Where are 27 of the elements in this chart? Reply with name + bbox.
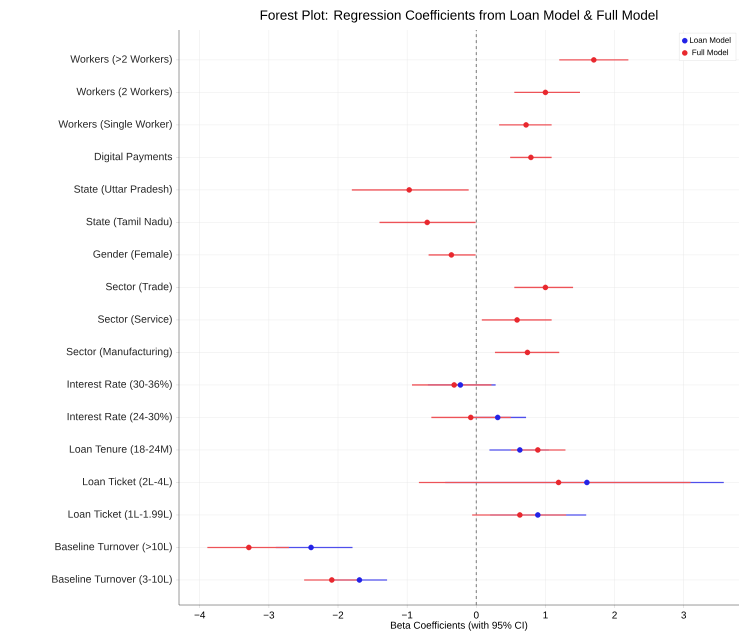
x-tick-label: 3 xyxy=(681,612,686,619)
y-tick-label: Workers (>2 Workers) xyxy=(70,55,172,65)
y-tick-label: Sector (Manufacturing) xyxy=(66,348,172,358)
y-tick-label: Workers (Single Worker) xyxy=(58,120,172,130)
x-tick-label: 1 xyxy=(543,612,548,618)
x-tick-label: −3 xyxy=(264,612,274,619)
y-tick-label: Baseline Turnover (>10L) xyxy=(55,542,172,552)
y-tick-label: Baseline Turnover (3-10L) xyxy=(52,575,172,585)
y-tick-label: Sector (Trade) xyxy=(106,282,172,292)
y-tick-label: Gender (Female) xyxy=(93,250,172,260)
y-tick-label: Interest Rate (30-36%) xyxy=(68,380,172,390)
x-tick-label: −1 xyxy=(402,612,412,618)
x-tick-label: −4 xyxy=(194,612,206,618)
y-tick-label: Loan Ticket (2L-4L) xyxy=(83,478,172,488)
y-tick-label: Loan Tenure (18-24M) xyxy=(70,445,172,455)
y-tick-label: Digital Payments xyxy=(94,152,172,162)
x-tick-label: 2 xyxy=(612,612,617,618)
y-tick-label: Workers (2 Workers) xyxy=(76,88,172,98)
x-tick-label: 0 xyxy=(474,612,479,619)
y-tick-label: State (Uttar Pradesh) xyxy=(74,185,172,195)
y-tick-label: Loan Ticket (1L-1.99L) xyxy=(68,510,172,520)
y-tick-label: State (Tamil Nadu) xyxy=(86,218,172,228)
y-tick-label: Sector (Service) xyxy=(98,315,172,325)
x-axis-title: Beta Coefficients (with 95% CI) xyxy=(390,621,528,631)
x-tick-label: −2 xyxy=(332,612,344,618)
chart-title: Forest Plot: Regression Coefficients from Loan Model & Full Model xyxy=(260,10,658,22)
y-tick-label: Interest Rate (24-30%) xyxy=(68,412,172,422)
